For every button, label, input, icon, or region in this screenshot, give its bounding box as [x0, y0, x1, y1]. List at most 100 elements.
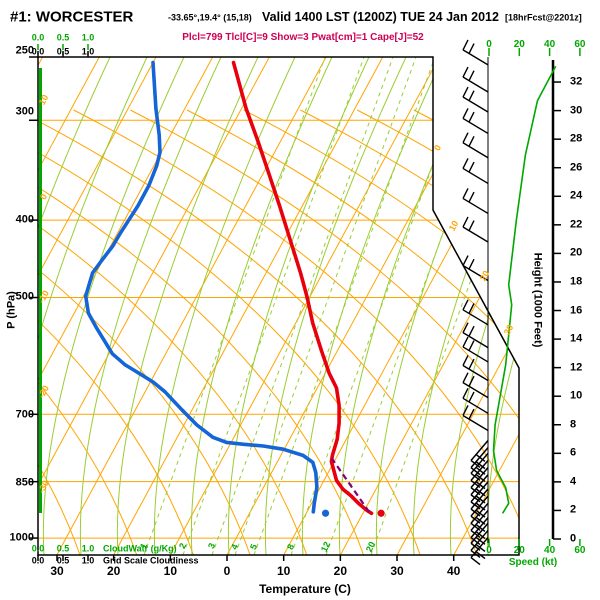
moist-adiabat-line	[227, 57, 370, 555]
wind-barb	[462, 86, 489, 113]
wind-barb	[462, 372, 489, 399]
dry-adiabat-line	[38, 109, 81, 555]
cloud-scale-black-bottom-label: 0.5	[56, 555, 70, 566]
height-tick-label: 20	[570, 246, 583, 259]
dry-adiabat-line	[38, 109, 194, 555]
moist-adiabat-line	[116, 57, 259, 555]
height-tick-label: 4	[570, 475, 577, 488]
height-tick-label: 24	[570, 189, 583, 202]
height-tick-label: 10	[570, 389, 583, 402]
temperature-tick-label: 30	[50, 564, 64, 578]
axis-tick-marks	[29, 44, 581, 561]
temperature-tick-label: 10	[276, 564, 291, 578]
pressure-tick-label: 300	[15, 105, 34, 118]
surface-temperature-dot	[377, 509, 385, 517]
temperature-tick-label: 40	[447, 564, 461, 578]
mixing-ratio-line	[182, 57, 365, 555]
moist-adiabat-line	[486, 57, 519, 555]
wind-barb	[462, 405, 489, 432]
speed-tick-label-bottom: 20	[513, 545, 525, 556]
dewpoint-curve	[83, 60, 319, 514]
speed-tick-label-top: 0	[486, 39, 492, 50]
wind-barb	[470, 529, 489, 559]
mixing-ratio-line	[211, 57, 394, 555]
wind-barb	[462, 39, 489, 66]
dry-adiabat-line	[300, 109, 519, 555]
wind-speed	[492, 65, 557, 514]
cloud-scale-green-bottom-label: 0.0	[31, 543, 45, 554]
pressure-tick-label: 250	[15, 44, 34, 57]
height-tick-label: 30	[570, 104, 583, 117]
dry-adiabat-line	[38, 109, 478, 555]
sounding-profiles	[83, 60, 385, 517]
wind-barb	[470, 517, 489, 546]
speed-tick-label-top: 60	[574, 39, 586, 50]
cloud-scale-black-top-label: 0.5	[56, 46, 70, 57]
mixing-ratio-line	[253, 57, 436, 555]
height-tick-label: 14	[570, 332, 583, 345]
dry-adiabat-line	[38, 109, 308, 555]
isotherm-line	[453, 57, 519, 555]
skewt-grid	[38, 57, 519, 555]
wind-barb	[462, 255, 489, 282]
stability-params: Plcl=799 Tlcl[C]=9 Show=3 Pwat[cm]=1 Cap…	[182, 32, 424, 43]
height-tick-label: 12	[570, 361, 583, 374]
speed-tick-label-top: 40	[544, 39, 556, 50]
moist-adiabat-line	[38, 57, 148, 555]
station-coords: -33.65°,19.4° (15,18)	[168, 12, 252, 23]
temperature-axis-title: Temperature (C)	[259, 582, 351, 596]
height-tick-label: 26	[570, 161, 583, 174]
dry-adiabat-line	[243, 109, 519, 555]
pressure-tick-label: 1000	[9, 531, 34, 544]
plot-border	[37, 56, 520, 556]
wind-speed-curve	[492, 65, 557, 514]
height-tick-label: 16	[570, 304, 583, 317]
cloud-scale-green-top-label: 1.0	[81, 32, 95, 43]
isotherm-line	[38, 57, 100, 555]
temperature-tick-label: 10	[163, 564, 178, 578]
moist-adiabat-line	[38, 57, 111, 555]
temperature-tick-label: 20	[333, 564, 348, 578]
dry-adiabat-line	[38, 109, 138, 555]
speed-tick-label-top: 20	[513, 39, 525, 50]
surface-dewpoint-dot	[321, 509, 330, 517]
mixing-ratio-line	[143, 57, 326, 555]
wind-barb	[462, 158, 489, 185]
cloud-scale-black-bottom-label: 1.0	[81, 555, 95, 566]
dry-adiabat-line	[38, 109, 364, 555]
wind-barb	[462, 388, 489, 414]
mixing-ratio-line	[370, 57, 519, 555]
isotherm-line	[339, 57, 519, 555]
wind-barb	[470, 439, 489, 469]
moist-adiabat-line	[190, 57, 333, 555]
wind-barb	[470, 447, 489, 476]
temperature-tick-label: 20	[106, 564, 121, 578]
moist-adiabat-line	[264, 57, 407, 555]
wind-barb	[470, 537, 489, 566]
wind-barbs	[462, 39, 489, 566]
height-tick-label: 28	[570, 132, 583, 145]
speed-tick-label-bottom: 60	[574, 545, 586, 556]
isotherm-line	[226, 57, 497, 555]
parcel-ascent-curve	[330, 457, 371, 513]
height-axis	[551, 60, 561, 540]
moist-adiabat-line	[42, 57, 185, 555]
temperature-tick-label: 30	[390, 564, 404, 578]
isotherm-line	[38, 57, 270, 555]
isotherm-line	[56, 57, 327, 555]
wind-barb	[462, 355, 489, 382]
wind-barb	[462, 132, 489, 159]
height-tick-label: 2	[570, 503, 577, 516]
dry-adiabat-line	[186, 109, 519, 555]
speed-tick-label-bottom: 0	[486, 545, 492, 556]
speed-tick-label-bottom: 40	[544, 545, 556, 556]
isotherm-line	[38, 57, 157, 555]
height-tick-label: 0	[570, 532, 577, 545]
height-tick-label: 22	[570, 218, 583, 231]
temperature-curve	[231, 60, 374, 516]
grid-scale-cloudiness-label: Grid Scale Cloudiness	[103, 555, 199, 566]
height-axis-title: Height (1000 Feet)	[531, 252, 544, 348]
cloud-scale-black-bottom-label: 0.0	[31, 555, 45, 566]
wind-barb	[462, 299, 489, 326]
